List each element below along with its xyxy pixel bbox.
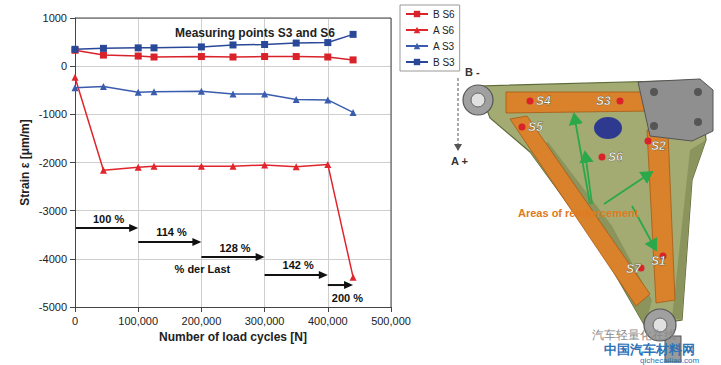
svg-text:0: 0 xyxy=(61,60,67,72)
svg-text:200,000: 200,000 xyxy=(182,315,222,327)
svg-text:S6: S6 xyxy=(608,150,623,164)
svg-text:300,000: 300,000 xyxy=(245,315,285,327)
svg-text:汽车轻量化在线: 汽车轻量化在线 xyxy=(592,328,676,342)
svg-text:-2000: -2000 xyxy=(39,157,67,169)
svg-text:S2: S2 xyxy=(651,139,666,153)
svg-text:500,000: 500,000 xyxy=(371,315,411,327)
svg-text:200 %: 200 % xyxy=(332,292,363,304)
svg-text:142 %: 142 % xyxy=(283,259,314,271)
svg-text:114 %: 114 % xyxy=(156,226,187,238)
svg-text:A S3: A S3 xyxy=(433,41,455,52)
svg-text:中国汽车材料网: 中国汽车材料网 xyxy=(604,342,695,357)
svg-text:Areas of reinforcement: Areas of reinforcement xyxy=(518,207,639,219)
svg-text:S1: S1 xyxy=(651,254,666,268)
svg-text:% der Last: % der Last xyxy=(175,263,231,275)
svg-text:B -: B - xyxy=(465,66,480,78)
svg-text:128 %: 128 % xyxy=(219,242,250,254)
svg-text:S7: S7 xyxy=(626,262,642,276)
svg-text:Strain ε [μm/m]: Strain ε [μm/m] xyxy=(18,119,32,205)
svg-text:-3000: -3000 xyxy=(39,205,67,217)
svg-text:A +: A + xyxy=(451,155,468,167)
svg-text:S5: S5 xyxy=(528,120,543,134)
svg-text:0: 0 xyxy=(72,315,78,327)
svg-text:S3: S3 xyxy=(596,94,611,108)
svg-text:100,000: 100,000 xyxy=(118,315,158,327)
svg-text:1000: 1000 xyxy=(43,12,67,24)
svg-text:Number of load cycles [N]: Number of load cycles [N] xyxy=(159,330,307,344)
svg-text:B S3: B S3 xyxy=(433,57,455,68)
svg-text:-1000: -1000 xyxy=(39,108,67,120)
svg-text:400,000: 400,000 xyxy=(308,315,348,327)
svg-text:-5000: -5000 xyxy=(39,301,67,313)
svg-text:B S6: B S6 xyxy=(433,9,455,20)
svg-text:Measuring points S3 and S6: Measuring points S3 and S6 xyxy=(175,26,335,40)
svg-text:100 %: 100 % xyxy=(93,213,124,225)
svg-text:qichecailiao.com: qichecailiao.com xyxy=(640,356,699,365)
svg-text:A S6: A S6 xyxy=(433,25,455,36)
svg-text:-4000: -4000 xyxy=(39,253,67,265)
svg-text:S4: S4 xyxy=(536,94,551,108)
